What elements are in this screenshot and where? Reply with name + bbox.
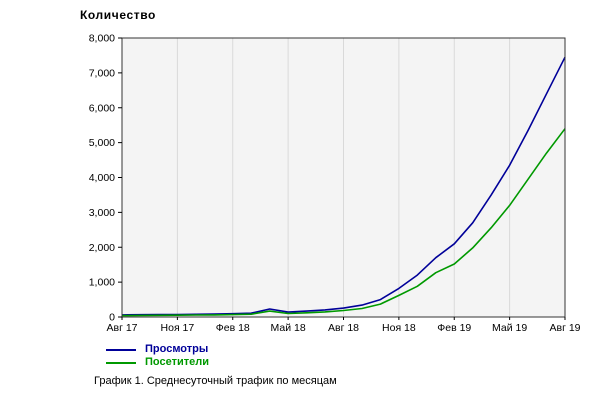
views-legend-label: Просмотры [145,343,209,355]
legend-item-views: Просмотры [106,343,209,356]
y-tick-label: 8,000 [89,33,115,45]
y-tick-label: 7,000 [89,67,115,79]
visitors-legend-label: Посетители [145,356,209,368]
x-tick-label: Авг 17 [106,322,137,334]
y-tick-label: 6,000 [89,102,115,114]
x-tick-label: Ноя 18 [382,322,416,334]
series-line-visitors [121,128,566,317]
y-tick-label: 5,000 [89,137,115,149]
y-tick-label: 1,000 [89,277,115,289]
x-tick-label: Фев 18 [216,322,250,334]
y-tick-label: 0 [109,312,115,324]
plot-svg: 0 1,000 2,000 3,000 4,000 5,000 6,000 7,000 8,00… [89,33,581,335]
x-tick-label: Май 19 [492,322,527,334]
x-tick-label: Авг 19 [549,322,580,334]
y-tick-label: 3,000 [89,207,115,219]
x-tick-label: Фев 19 [437,322,471,334]
visitors-line-swatch [106,361,136,364]
x-tick-label: Ноя 17 [161,322,195,334]
y-tick-label: 4,000 [89,172,115,184]
views-line-swatch [106,348,136,351]
chart-legend: Просмотры Посетители [106,343,209,369]
x-tick-label: Май 18 [271,322,306,334]
chart-title: Количество [80,8,156,22]
legend-item-visitors: Посетители [106,356,209,369]
y-tick-label: 2,000 [89,242,115,254]
x-tick-label: Авг 18 [328,322,359,334]
chart-caption: График 1. Среднесуточный трафик по месяц… [94,375,337,387]
